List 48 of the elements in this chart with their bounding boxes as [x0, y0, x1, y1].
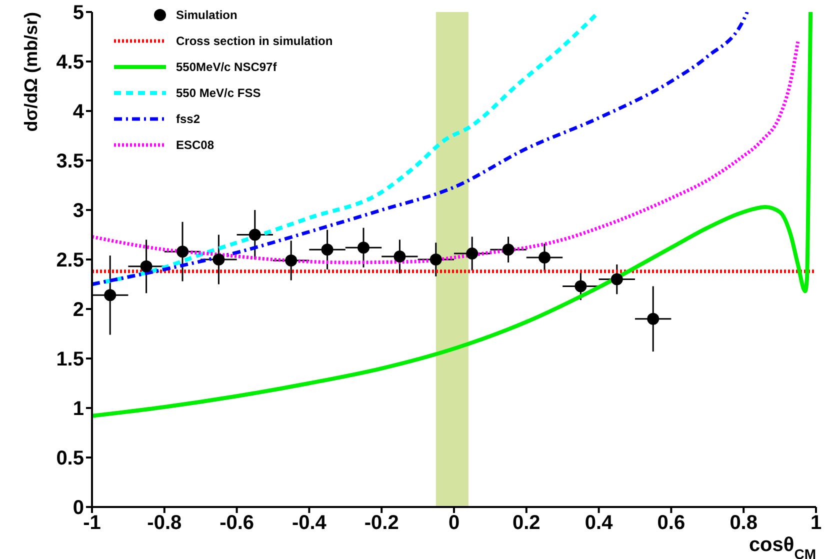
- point: [610, 273, 623, 286]
- x-tick-label: 0.6: [657, 512, 686, 534]
- x-tick-label: 0.2: [512, 512, 540, 534]
- point: [502, 244, 514, 256]
- point: [140, 260, 152, 272]
- legend-label: 550 MeV/c FSS: [176, 86, 261, 100]
- x-tick-label: -1: [83, 512, 101, 534]
- y-axis-title: dσ/dΩ (mb/sr): [20, 12, 41, 132]
- y-tick-label: 4: [72, 101, 85, 124]
- y-tick-label: 0.5: [56, 448, 84, 470]
- y-tick-label: 0: [72, 497, 84, 520]
- legend-label: Simulation: [176, 8, 238, 22]
- y-tick-label: 4.5: [56, 52, 84, 74]
- point: [430, 254, 442, 266]
- point: [574, 280, 587, 292]
- y-tick-label: 3.5: [56, 150, 84, 173]
- line-series: [92, 12, 813, 418]
- legend-label: ESC08: [176, 138, 214, 152]
- x-tick-label: 1: [810, 512, 822, 534]
- point: [647, 312, 660, 325]
- y-tick-label: 2.5: [56, 250, 84, 272]
- point: [394, 250, 406, 263]
- x-tick-label: -0.8: [147, 512, 182, 534]
- y-tick-label: 5: [72, 2, 84, 24]
- x-tick-label: 0.4: [584, 512, 614, 534]
- x-tick-label: -0.4: [292, 512, 328, 534]
- y-tick-label: 1.5: [56, 348, 84, 371]
- x-tick-label: -0.2: [364, 512, 399, 534]
- y-tick-label: 3: [72, 200, 84, 222]
- point: [248, 228, 261, 241]
- x-axis-title: cosθ$_{CM}$: [748, 534, 816, 559]
- x-tick-label: -0.6: [220, 512, 254, 534]
- point: [466, 248, 478, 260]
- line-series: [92, 12, 749, 286]
- point: [358, 242, 370, 254]
- point: [104, 289, 116, 302]
- x-tick-label: 0.8: [730, 512, 758, 534]
- point: [285, 254, 298, 266]
- legend-label: 550MeV/c NSC97f: [176, 60, 277, 74]
- x-tick-label: 0: [448, 512, 460, 534]
- legend-label: fss2: [176, 112, 200, 126]
- legend-label: Cross section in simulation: [176, 34, 333, 48]
- point: [176, 246, 188, 258]
- y-tick-label: 1: [72, 398, 84, 420]
- y-tick-label: 2: [72, 299, 84, 322]
- point: [538, 252, 550, 264]
- point: [321, 244, 334, 256]
- point: [212, 254, 225, 266]
